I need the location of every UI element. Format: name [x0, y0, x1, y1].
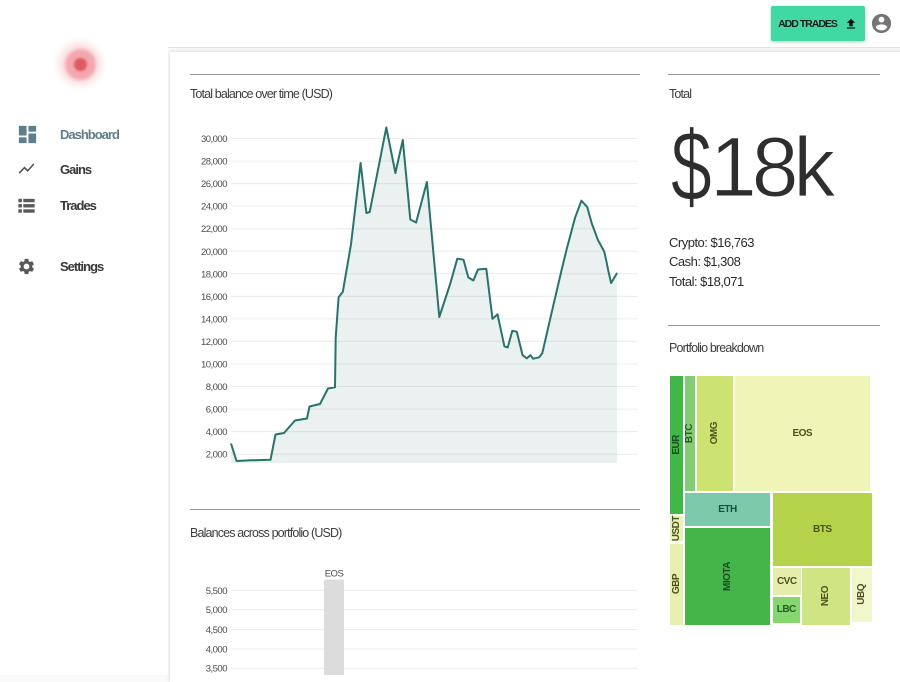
svg-text:24,000: 24,000 — [201, 202, 227, 213]
svg-text:5,500: 5,500 — [206, 586, 227, 597]
svg-text:28,000: 28,000 — [201, 157, 227, 168]
svg-text:12,000: 12,000 — [201, 337, 227, 348]
svg-text:6,000: 6,000 — [206, 405, 227, 416]
svg-text:30,000: 30,000 — [201, 134, 227, 145]
svg-text:4,000: 4,000 — [206, 645, 227, 656]
svg-text:2,000: 2,000 — [206, 450, 227, 461]
svg-text:16,000: 16,000 — [201, 292, 227, 303]
svg-text:14,000: 14,000 — [201, 314, 227, 325]
svg-text:3,500: 3,500 — [206, 664, 227, 675]
svg-text:4,500: 4,500 — [206, 625, 227, 636]
svg-text:5,000: 5,000 — [206, 605, 227, 616]
svg-text:18,000: 18,000 — [201, 269, 227, 280]
svg-text:22,000: 22,000 — [201, 224, 227, 235]
svg-text:8,000: 8,000 — [206, 382, 227, 393]
svg-text:26,000: 26,000 — [201, 179, 227, 190]
svg-text:20,000: 20,000 — [201, 247, 227, 258]
svg-text:EOS: EOS — [325, 569, 344, 580]
svg-text:10,000: 10,000 — [201, 360, 227, 371]
svg-text:4,000: 4,000 — [206, 427, 227, 438]
